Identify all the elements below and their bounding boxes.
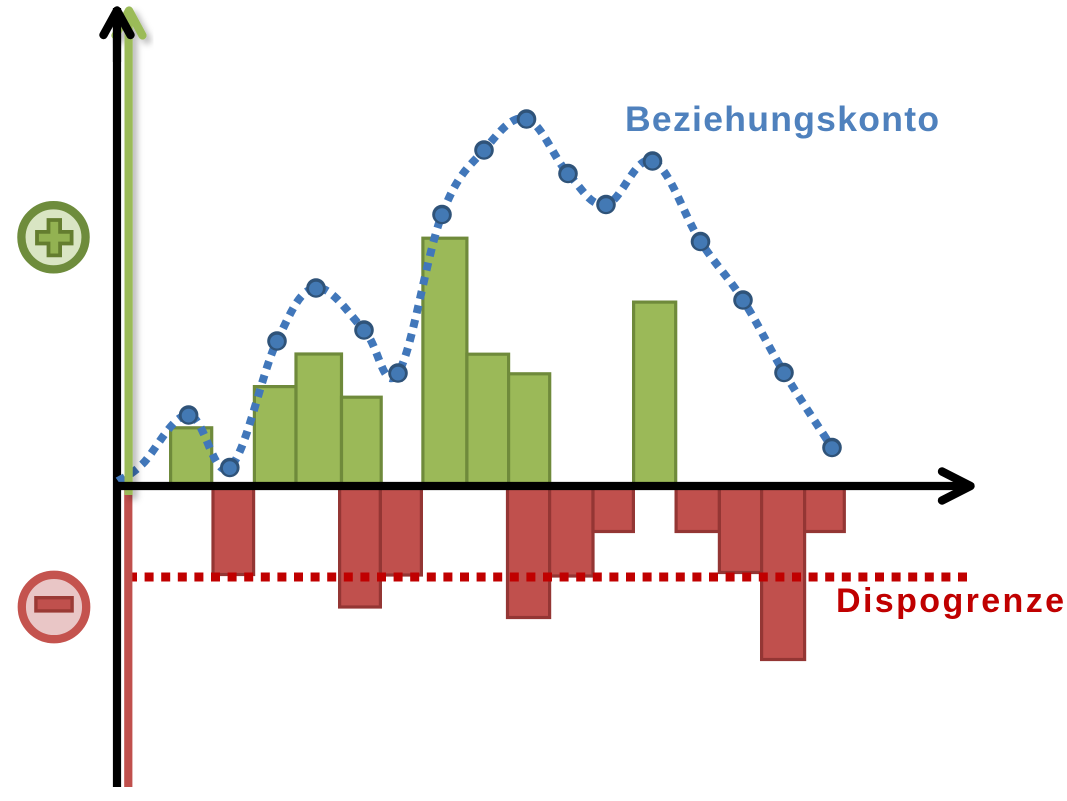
svg-text:Beziehungskonto: Beziehungskonto	[625, 99, 940, 139]
svg-text:Dispogrenze: Dispogrenze	[836, 582, 1066, 620]
